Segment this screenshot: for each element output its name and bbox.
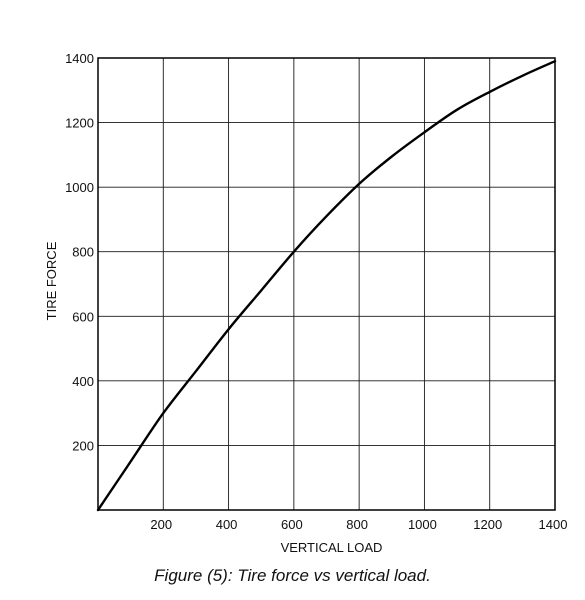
x-axis-title: VERTICAL LOAD — [281, 540, 383, 555]
x-tick-label: 1000 — [408, 517, 437, 532]
y-tick-label: 200 — [72, 438, 94, 453]
x-tick-label: 600 — [281, 517, 303, 532]
plot-frame — [97, 57, 556, 511]
x-tick-label: 1200 — [473, 517, 502, 532]
y-tick-label: 1200 — [65, 116, 94, 131]
series-line — [96, 60, 557, 512]
grid-lines — [98, 57, 556, 510]
figure-caption: Figure (5): Tire force vs vertical load. — [154, 566, 431, 585]
x-tick-label: 1400 — [539, 517, 568, 532]
x-tick-label: 200 — [150, 517, 172, 532]
y-tick-labels: 200 400 600 800 1000 1200 1400 — [65, 51, 94, 453]
y-axis-title: TIRE FORCE — [44, 241, 59, 320]
y-tick-label: 400 — [72, 374, 94, 389]
y-tick-label: 1400 — [65, 51, 94, 66]
y-tick-label: 800 — [72, 245, 94, 260]
x-tick-label: 800 — [346, 517, 368, 532]
y-tick-label: 600 — [72, 309, 94, 324]
x-tick-labels: 200 400 600 800 1000 1200 1400 — [150, 517, 567, 532]
y-tick-label: 1000 — [65, 180, 94, 195]
x-tick-label: 400 — [216, 517, 238, 532]
